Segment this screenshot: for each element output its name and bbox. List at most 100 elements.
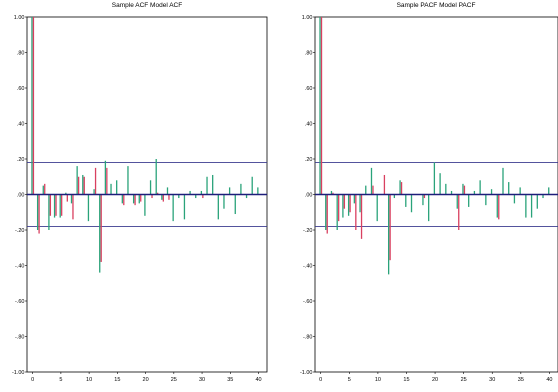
pacf-x-tick-label: 5 <box>348 377 351 383</box>
acf-bar-s1-lag-30 <box>202 194 204 199</box>
pacf-bar-s0-lag-16 <box>410 194 413 213</box>
acf-bar-s0-lag-27 <box>183 194 186 220</box>
acf-bar-s0-lag-40 <box>257 187 259 195</box>
pacf-y-tick-label: -.60 <box>303 299 312 305</box>
acf-bar-s0-lag-9 <box>82 174 84 195</box>
pacf-bar-s1-lag-4 <box>343 194 346 209</box>
pacf-bar-s0-lag-35 <box>519 187 521 195</box>
pacf-y-tick-label: -1.00 <box>300 370 313 376</box>
pacf-bar-s0-lag-25 <box>462 183 464 195</box>
pacf-bar-s0-lag-23 <box>450 190 453 195</box>
pacf-bar-s0-lag-29 <box>485 194 487 206</box>
pacf-bar-s0-lag-2 <box>330 190 333 195</box>
acf-x-tick-label: 30 <box>199 377 205 383</box>
pacf-y-tick-label: .60 <box>305 86 313 92</box>
acf-bar-s0-lag-0 <box>31 17 33 195</box>
acf-bar-s0-lag-19 <box>138 194 140 204</box>
pacf-bar-s0-lag-12 <box>387 194 390 275</box>
pacf-y-tick-label: .80 <box>305 51 313 57</box>
pacf-bar-s1-lag-6 <box>355 194 357 230</box>
acf-bar-s0-lag-13 <box>104 160 107 195</box>
pacf-bar-s1-lag-5 <box>349 194 351 213</box>
pacf-bar-s0-lag-37 <box>530 194 533 218</box>
pacf-x-tick-label: 40 <box>546 377 552 383</box>
acf-x-tick-label: 0 <box>31 377 34 383</box>
pacf-x-tick-label: 35 <box>518 377 524 383</box>
acf-bar-s1-lag-3 <box>49 194 52 216</box>
acf-bar-s0-lag-1 <box>36 194 39 230</box>
acf-bar-s1-lag-13 <box>106 167 108 195</box>
acf-bar-s0-lag-39 <box>251 176 253 195</box>
pacf-bar-s0-lag-36 <box>525 194 527 218</box>
pacf-bar-s0-lag-32 <box>502 167 504 195</box>
pacf-bar-s0-lag-20 <box>433 162 436 195</box>
acf-y-tick-label: -1.00 <box>12 370 25 376</box>
acf-bar-s1-lag-23 <box>162 194 164 202</box>
pacf-bar-s0-lag-0 <box>319 17 321 195</box>
pacf-bar-s1-lag-14 <box>400 182 403 195</box>
pacf-y-tick-label: 1.00 <box>302 15 313 21</box>
pacf-bar-s0-lag-9 <box>370 167 373 195</box>
acf-confidence-bands <box>27 162 267 227</box>
acf-x-tick-label: 15 <box>114 377 120 383</box>
pacf-y-tick-label: .20 <box>305 157 313 163</box>
acf-y-tick-label: -.40 <box>15 264 24 270</box>
acf-bar-s0-lag-31 <box>206 176 208 195</box>
acf-bar-s0-lag-4 <box>53 194 56 218</box>
pacf-bar-s0-lag-27 <box>473 190 476 195</box>
pacf-bar-s1-lag-24 <box>458 194 460 230</box>
acf-bar-s0-lag-17 <box>127 166 129 195</box>
acf-y-tick-label: .00 <box>17 193 25 199</box>
acf-bar-s0-lag-18 <box>132 194 135 204</box>
pacf-bar-s0-lag-33 <box>508 182 510 195</box>
acf-bar-s1-lag-2 <box>44 183 46 195</box>
pacf-bar-s0-lag-3 <box>336 194 338 230</box>
pacf-bar-s0-lag-13 <box>393 194 396 199</box>
pacf-bar-s1-lag-18 <box>423 194 426 199</box>
acf-bar-s0-lag-37 <box>240 183 242 195</box>
acf-bar-s1-lag-16 <box>123 194 125 206</box>
pacf-x-tick-label: 30 <box>489 377 495 383</box>
acf-bar-s1-lag-21 <box>151 194 153 199</box>
acf-bar-s1-lag-9 <box>83 176 85 195</box>
pacf-bar-s0-lag-28 <box>479 180 481 195</box>
acf-x-tick-label: 10 <box>86 377 92 383</box>
pacf-bar-s0-lag-4 <box>342 194 344 218</box>
acf-bar-s0-lag-10 <box>87 194 90 222</box>
acf-bar-s0-lag-26 <box>178 194 180 199</box>
acf-bar-s0-lag-22 <box>155 159 157 195</box>
acf-bar-s0-lag-34 <box>223 194 225 209</box>
pacf-y-axis: 1.00 .80 .60 .40 .20 .00 -.20 -.40 -.60 -.80 -1.00 <box>300 15 315 376</box>
acf-x-axis: 0 5 10 15 20 25 30 35 40 <box>31 372 262 383</box>
pacf-bar-s0-lag-26 <box>468 194 470 207</box>
acf-bar-s0-lag-33 <box>217 194 219 220</box>
acf-x-tick-label: 40 <box>255 377 261 383</box>
pacf-bar-s0-lag-31 <box>496 194 498 218</box>
pacf-bar-s0-lag-7 <box>359 194 361 213</box>
acf-bar-s1-lag-11 <box>94 167 97 195</box>
acf-y-tick-label: .80 <box>17 51 25 57</box>
acf-bar-s1-lag-22 <box>157 192 159 195</box>
pacf-chart-title: Sample PACF Model PACF <box>397 2 476 9</box>
acf-bar-s1-lag-1 <box>38 194 40 234</box>
acf-x-tick-label: 25 <box>171 377 177 383</box>
pacf-bar-s0-lag-24 <box>456 194 458 209</box>
acf-bar-s0-lag-24 <box>166 187 169 195</box>
acf-y-tick-label: .40 <box>17 122 25 128</box>
acf-y-tick-label: -.60 <box>15 299 24 305</box>
pacf-y-tick-label: .40 <box>305 122 313 128</box>
acf-bar-s1-lag-24 <box>168 194 170 200</box>
pacf-bar-s0-lag-39 <box>542 194 544 199</box>
acf-panel: Sample ACF Model ACF 1.00 .80 .60 .40 .20 .00… <box>12 2 268 383</box>
pacf-x-tick-label: 20 <box>432 377 438 383</box>
acf-bar-s1-lag-12 <box>100 194 102 262</box>
acf-bar-s0-lag-21 <box>149 180 152 195</box>
pacf-bar-s0-lag-6 <box>353 194 355 204</box>
acf-bar-s0-lag-32 <box>212 174 214 195</box>
acf-x-tick-label: 35 <box>227 377 233 383</box>
pacf-bar-s1-lag-2 <box>332 192 334 195</box>
pacf-bar-s0-lag-14 <box>399 180 401 195</box>
pacf-bar-s0-lag-19 <box>428 194 430 222</box>
pacf-y-tick-label: .00 <box>305 193 313 199</box>
